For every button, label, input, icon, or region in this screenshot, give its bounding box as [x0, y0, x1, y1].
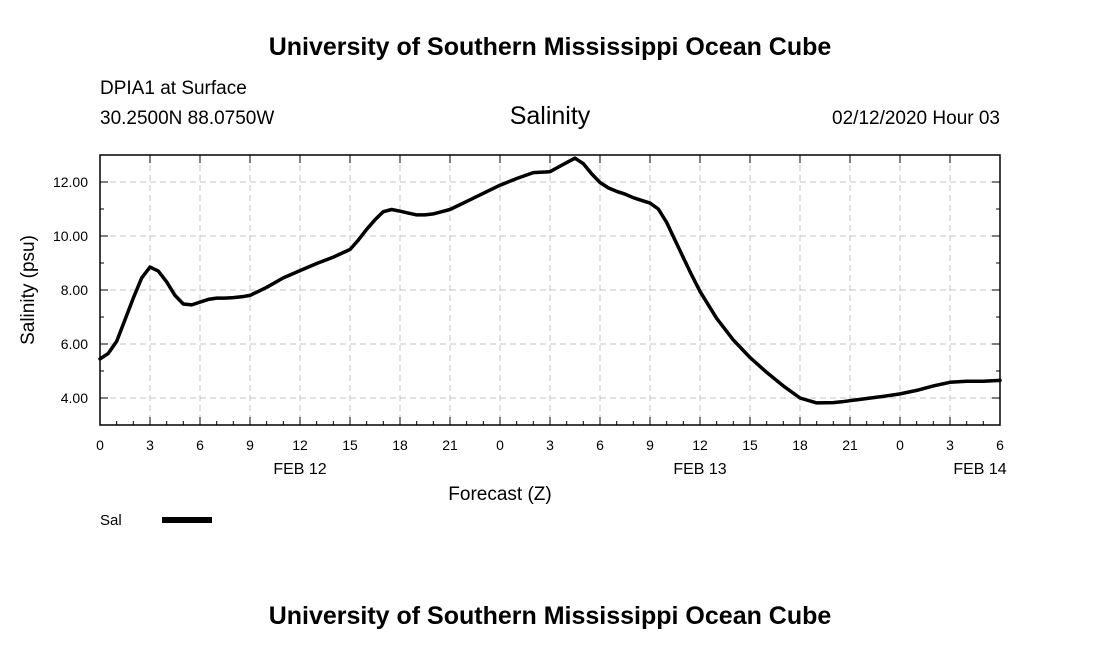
x-axis-label: Forecast (Z)	[448, 484, 551, 505]
y-tick-label: 8.00	[61, 282, 88, 298]
plot-frame	[99, 154, 1001, 426]
x-tick-label: 6	[996, 437, 1004, 453]
x-tick-labels: 0 3 6 9 12 15 18 21 0 3 6 9 12 15 18 21 0 3 6	[96, 437, 1004, 453]
forecast-datetime: 02/12/2020 Hour 03	[832, 108, 1000, 129]
x-tick-label: 21	[442, 437, 458, 453]
bottom-title: University of Southern Mississippi Ocean…	[269, 602, 832, 630]
grid-lines	[100, 155, 1000, 425]
x-tick-label: 0	[496, 437, 504, 453]
series-lines	[98, 156, 1002, 405]
x-tick-label: 9	[246, 437, 254, 453]
date-label: FEB 14	[953, 461, 1006, 478]
y-tick-label: 10.00	[53, 228, 88, 244]
y-tick-label: 6.00	[61, 336, 88, 352]
top-title: University of Southern Mississippi Ocean…	[269, 33, 832, 61]
x-tick-label: 18	[392, 437, 408, 453]
y-axis-label: Salinity (psu)	[18, 235, 39, 345]
x-tick-label: 15	[742, 437, 758, 453]
x-tick-label: 3	[946, 437, 954, 453]
date-label: FEB 13	[673, 461, 726, 478]
x-tick-label: 12	[292, 437, 308, 453]
date-labels: FEB 12 FEB 13 FEB 14	[273, 461, 1006, 478]
y-tick-label: 12.00	[53, 174, 88, 190]
y-tick-label: 4.00	[61, 390, 88, 406]
x-tick-label: 6	[196, 437, 204, 453]
x-tick-label: 3	[546, 437, 554, 453]
x-tick-label: 18	[792, 437, 808, 453]
x-tick-label: 9	[646, 437, 654, 453]
series-line-salinity	[98, 156, 1002, 405]
x-tick-label: 12	[692, 437, 708, 453]
x-tick-label: 3	[146, 437, 154, 453]
x-tick-label: 0	[896, 437, 904, 453]
y-tick-labels: 4.00 6.00 8.00 10.00 12.00	[53, 174, 88, 406]
x-tick-label: 15	[342, 437, 358, 453]
x-tick-label: 21	[842, 437, 858, 453]
x-tick-label: 0	[96, 437, 104, 453]
x-tick-label: 6	[596, 437, 604, 453]
coordinates-label: 30.2500N 88.0750W	[100, 108, 274, 129]
chart-title: Salinity	[510, 102, 591, 130]
legend-label: Sal	[100, 512, 122, 529]
station-label: DPIA1 at Surface	[100, 78, 247, 99]
date-label: FEB 12	[273, 461, 326, 478]
